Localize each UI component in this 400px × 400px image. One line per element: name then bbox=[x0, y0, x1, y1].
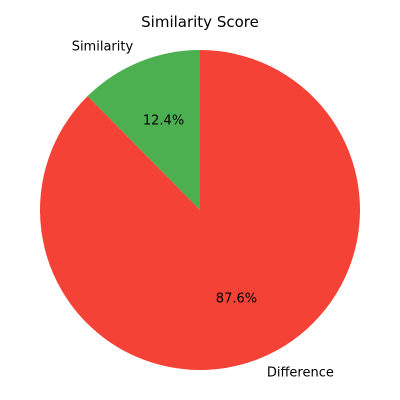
pie-slice-label-similarity: Similarity bbox=[72, 40, 134, 55]
pie-pct-label-difference: 87.6% bbox=[216, 291, 257, 306]
pie-labels: 12.4% Similarity 87.6% Difference bbox=[72, 40, 334, 381]
pie-slice-difference bbox=[39, 50, 361, 370]
pie-slices bbox=[39, 50, 361, 370]
chart-title: Similarity Score bbox=[141, 13, 259, 31]
pie-slice-label-difference: Difference bbox=[267, 365, 334, 380]
pie-slice-similarity bbox=[87, 50, 200, 210]
pie-pct-label-similarity: 12.4% bbox=[143, 114, 184, 129]
